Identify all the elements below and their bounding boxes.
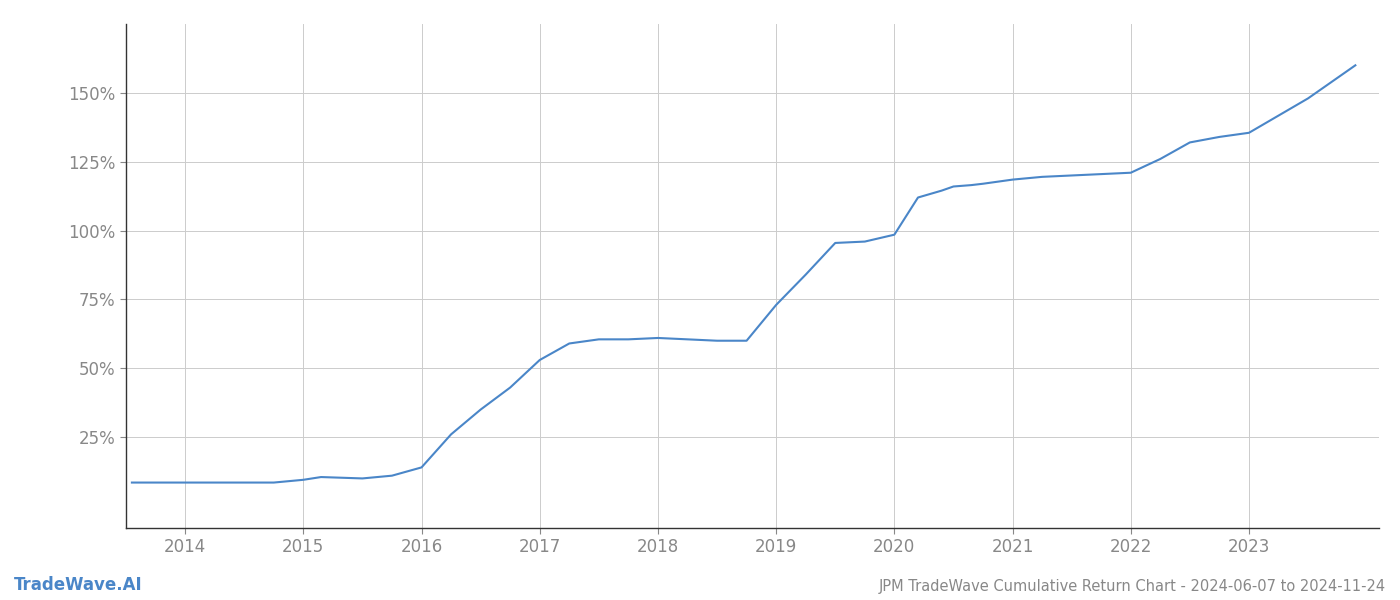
Text: TradeWave.AI: TradeWave.AI (14, 576, 143, 594)
Text: JPM TradeWave Cumulative Return Chart - 2024-06-07 to 2024-11-24: JPM TradeWave Cumulative Return Chart - … (879, 579, 1386, 594)
